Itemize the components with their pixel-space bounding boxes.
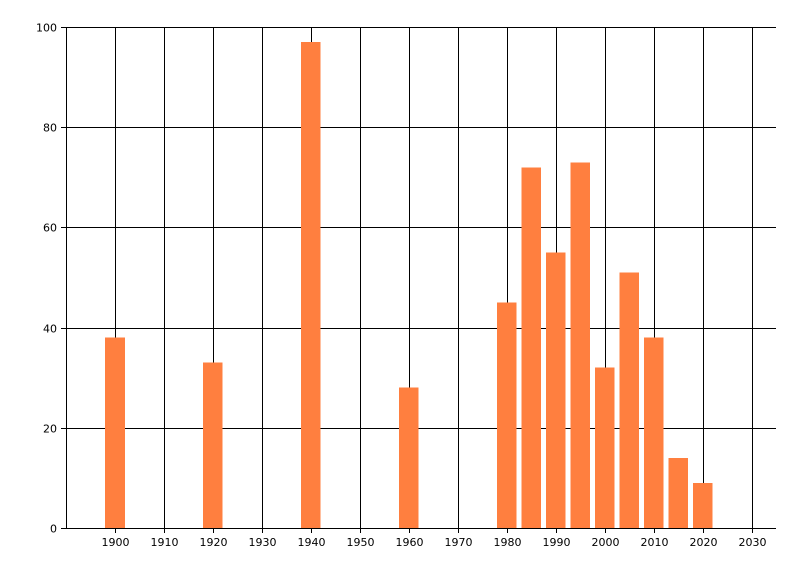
bar-2005 — [619, 272, 639, 528]
x-tick-label-2030: 2030 — [739, 536, 767, 549]
bar-1900 — [105, 337, 125, 528]
bar-2010 — [643, 337, 664, 528]
x-tick-label-1920: 1920 — [200, 536, 228, 549]
bar-1980 — [496, 302, 517, 528]
x-tick-label-1970: 1970 — [445, 536, 473, 549]
bar-1995 — [570, 162, 590, 529]
x-tick-label-1940: 1940 — [298, 536, 326, 549]
bar-1920 — [203, 362, 223, 528]
x-tick-label-2000: 2000 — [592, 536, 620, 549]
x-tick-label-2010: 2010 — [641, 536, 669, 549]
grid-lines — [66, 27, 776, 529]
bar-1990 — [545, 252, 566, 528]
x-tick-label-1930: 1930 — [249, 536, 277, 549]
bar-1940 — [301, 42, 321, 528]
x-tick-label-1900: 1900 — [102, 536, 130, 549]
bar-1985 — [521, 167, 541, 529]
y-tick-label-40: 40 — [43, 323, 57, 336]
y-tick-label-20: 20 — [43, 423, 57, 436]
bar-2000 — [594, 367, 615, 528]
x-tick-label-1910: 1910 — [151, 536, 179, 549]
x-tick-label-1950: 1950 — [347, 536, 375, 549]
x-tick-label-1980: 1980 — [494, 536, 522, 549]
y-tick-label-80: 80 — [43, 122, 57, 135]
bar-2015 — [668, 457, 688, 528]
y-tick-label-100: 100 — [36, 22, 57, 35]
axes — [61, 27, 776, 533]
x-tick-label-2020: 2020 — [690, 536, 718, 549]
y-tick-label-0: 0 — [50, 523, 57, 536]
bars — [105, 42, 713, 529]
x-tick-label-1960: 1960 — [396, 536, 424, 549]
bar-1960 — [399, 387, 419, 528]
y-tick-label-60: 60 — [43, 222, 57, 235]
bar-2020 — [692, 482, 713, 528]
tick-labels: 0 20 40 60 80 100 1900 1910 1920 1930 1940 1950 1960… — [36, 22, 767, 550]
x-tick-label-1990: 1990 — [543, 536, 571, 549]
